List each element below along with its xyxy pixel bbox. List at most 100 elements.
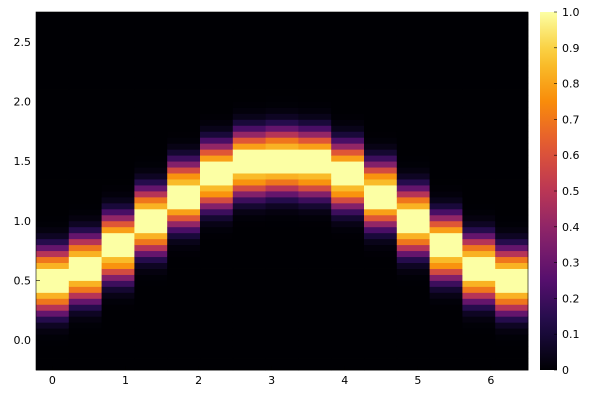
heatmap-cell xyxy=(462,274,496,281)
heatmap-cell xyxy=(36,155,70,162)
heatmap-cell xyxy=(265,59,299,67)
heatmap-cell xyxy=(331,232,365,240)
heatmap-cell xyxy=(134,35,168,43)
heatmap-cell xyxy=(364,214,398,222)
heatmap-cell xyxy=(134,340,168,347)
heatmap-cell xyxy=(331,53,365,61)
heatmap-cell xyxy=(101,12,135,19)
heatmap-cell xyxy=(134,185,168,192)
heatmap-cell xyxy=(134,101,168,108)
heatmap-cell xyxy=(396,23,430,31)
heatmap-cell xyxy=(265,298,299,305)
heatmap-cell xyxy=(462,125,496,132)
heatmap-cell xyxy=(462,262,496,269)
heatmap-cell xyxy=(495,232,529,240)
heatmap-cell xyxy=(265,214,299,222)
heatmap-cell xyxy=(134,250,168,258)
heatmap-cell xyxy=(429,137,463,144)
heatmap-cell xyxy=(134,89,168,96)
heatmap-cell xyxy=(298,95,332,102)
heatmap-cell xyxy=(364,352,398,359)
heatmap-cell xyxy=(462,286,496,293)
heatmap-cell xyxy=(331,238,365,246)
heatmap-cell xyxy=(36,208,70,216)
heatmap-cell xyxy=(167,346,201,353)
heatmap-cell xyxy=(36,185,70,192)
heatmap-cell xyxy=(495,29,529,37)
heatmap-cell xyxy=(429,298,463,305)
heatmap-cell xyxy=(200,226,234,234)
heatmap-cell xyxy=(134,179,168,186)
heatmap-cell xyxy=(36,340,70,347)
heatmap-cell xyxy=(200,149,234,156)
heatmap-cell xyxy=(364,250,398,258)
heatmap-cell xyxy=(232,250,266,258)
heatmap-cell xyxy=(68,185,102,192)
heatmap-cell xyxy=(101,29,135,37)
heatmap-cell xyxy=(298,352,332,359)
y-tick-label: 2.5 xyxy=(14,36,32,49)
heatmap-cell xyxy=(68,202,102,210)
heatmap-cell xyxy=(298,89,332,96)
heatmap-cell xyxy=(232,59,266,67)
heatmap-cell xyxy=(495,107,529,114)
heatmap-cell xyxy=(134,292,168,299)
heatmap-cell xyxy=(364,292,398,299)
heatmap-cell xyxy=(101,131,135,138)
heatmap-cell xyxy=(134,298,168,305)
heatmap-cell xyxy=(331,250,365,258)
heatmap-cell xyxy=(298,137,332,144)
heatmap-cell xyxy=(68,95,102,102)
heatmap-cell xyxy=(429,202,463,210)
heatmap-cell xyxy=(364,274,398,281)
heatmap-cell xyxy=(200,23,234,31)
heatmap-cell xyxy=(298,59,332,67)
heatmap-cell xyxy=(36,23,70,31)
heatmap-cell xyxy=(364,155,398,162)
heatmap-cell xyxy=(364,185,398,192)
heatmap-cell xyxy=(200,185,234,192)
heatmap-cell xyxy=(200,310,234,317)
heatmap-cell xyxy=(396,149,430,156)
heatmap-cell xyxy=(232,155,266,162)
plot-frame xyxy=(35,11,529,371)
heatmap-cell xyxy=(396,274,430,281)
heatmap-cell xyxy=(298,17,332,25)
heatmap-cell xyxy=(396,53,430,61)
heatmap-cell xyxy=(101,310,135,317)
heatmap-cell xyxy=(134,17,168,25)
heatmap-cell xyxy=(331,340,365,347)
heatmap-cell xyxy=(167,143,201,150)
heatmap-cell xyxy=(331,71,365,79)
heatmap-cell xyxy=(462,89,496,96)
heatmap-cell xyxy=(167,53,201,61)
heatmap-cell xyxy=(396,107,430,114)
heatmap-cell xyxy=(36,316,70,323)
heatmap-cell xyxy=(265,280,299,287)
heatmap-cell xyxy=(298,346,332,353)
heatmap-cell xyxy=(167,196,201,204)
heatmap-cell xyxy=(331,131,365,138)
heatmap-cell xyxy=(167,238,201,246)
heatmap-cell xyxy=(396,47,430,55)
heatmap-cell xyxy=(134,191,168,198)
colorbar xyxy=(540,12,557,370)
heatmap-cell xyxy=(429,167,463,174)
heatmap-cell xyxy=(134,310,168,317)
x-tick-label: 5 xyxy=(414,374,421,387)
heatmap-cell xyxy=(298,125,332,132)
heatmap-cell xyxy=(462,65,496,73)
heatmap-cell xyxy=(101,173,135,180)
heatmap-cell xyxy=(101,232,135,240)
heatmap-cell xyxy=(429,322,463,329)
heatmap-cell xyxy=(331,202,365,210)
heatmap-cell xyxy=(232,244,266,252)
heatmap-cell xyxy=(331,220,365,228)
heatmap-cell xyxy=(265,173,299,180)
heatmap-cell xyxy=(200,167,234,174)
heatmap-cell xyxy=(232,274,266,281)
heatmap-cell xyxy=(167,262,201,269)
heatmap-cell xyxy=(101,346,135,353)
heatmap-cell xyxy=(68,35,102,43)
heatmap-cell xyxy=(396,214,430,222)
